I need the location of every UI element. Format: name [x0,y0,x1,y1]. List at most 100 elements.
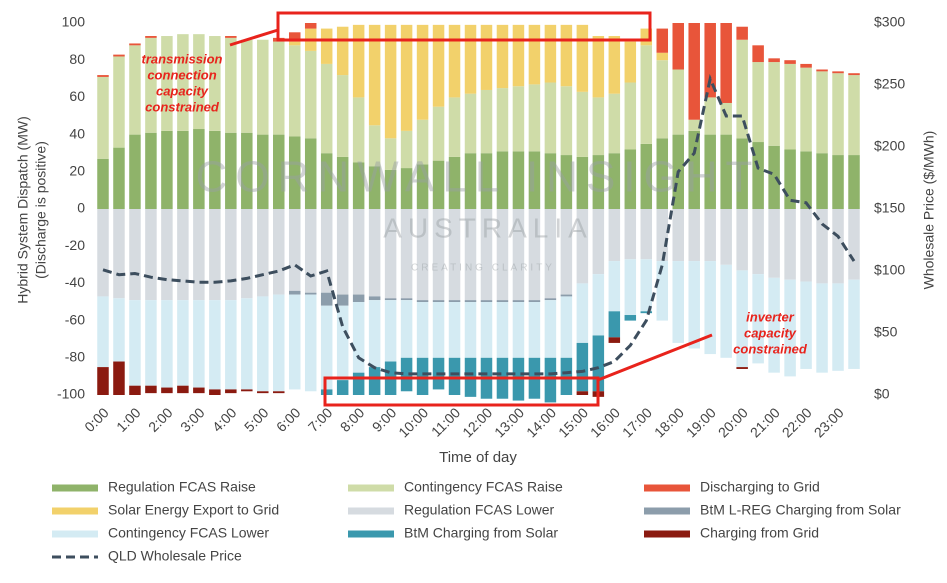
bar-segment [848,75,860,156]
bar-segment [288,32,301,42]
bar-segment [528,24,541,85]
bar-segment [97,75,109,77]
bar-segment [448,97,461,157]
bar-segment [336,26,349,76]
bar-segment [209,130,221,209]
y2-tick-label: $300 [874,14,905,30]
bar-segment [400,209,413,299]
bar-segment [688,130,700,209]
bar-segment [113,54,125,57]
bar-segment [257,134,269,209]
legend-label: Discharging to Grid [700,479,820,495]
y-tick-label: 80 [69,51,85,67]
y-tick-label: -100 [57,386,85,402]
bar-segment [288,45,301,137]
bar-segment [512,24,525,87]
bar-segment [480,24,493,90]
bar-segment [496,302,509,358]
bar-segment [832,71,844,74]
bar-segment [560,209,573,295]
annotation: constrained [145,99,220,114]
bar-segment [145,37,157,133]
bar-segment [145,300,157,386]
bar-segment [320,209,333,293]
bar-segment [113,209,125,299]
bar-segment [736,209,748,271]
annotation: transmission [142,51,223,66]
bar-segment [384,300,397,362]
bar-segment [544,357,557,403]
bar-segment [161,387,173,394]
bar-segment [560,296,573,358]
bar-segment [241,298,253,390]
bar-segment [592,209,605,275]
bar-segment [352,209,365,295]
bar-segment [448,300,461,302]
bar-segment [544,209,557,299]
annotation: capacity [156,83,209,98]
bar-segment [544,82,557,154]
bar-segment [304,294,317,392]
bar-segment [320,28,333,64]
bar-segment [656,52,669,61]
bar-segment [768,58,780,63]
bar-segment [608,261,621,312]
y2-tick-label: $100 [874,262,905,278]
y-tick-label: 0 [77,200,85,216]
legend-label: Solar Energy Export to Grid [108,502,279,518]
bar-segment [768,277,780,373]
bar-segment [288,41,301,46]
bar-segment [720,102,732,135]
bar-segment [241,39,253,133]
bar-segment [177,300,189,386]
annotation: connection [147,67,216,82]
bar-segment [704,23,716,98]
bar-segment [209,36,221,131]
bar-segment [257,296,269,392]
bar-segment [624,149,637,209]
bar-segment [608,337,621,343]
bar-segment [576,156,589,209]
bar-segment [225,300,237,390]
bar-segment [480,153,493,209]
bar-segment [816,283,828,373]
bar-segment [576,24,589,92]
bar-segment [368,367,381,395]
bar-segment [704,209,716,262]
bar-segment [560,24,573,87]
bar-segment [768,62,780,146]
bar-segment [336,156,349,209]
bar-segment [608,209,621,262]
bar-segment [576,209,589,284]
watermark: CREATING CLARITY [411,263,555,274]
bar-segment [225,36,237,38]
bar-segment [672,209,684,262]
y2-tick-label: $0 [874,386,890,402]
bar-segment [544,300,557,358]
bar-segment [448,209,461,301]
bar-segment [784,63,796,150]
bar-segment [464,300,477,302]
bar-segment [624,82,637,150]
bar-segment [848,279,860,369]
bar-segment [384,209,397,299]
bar-segment [273,294,285,392]
bar-segment [496,24,509,89]
bar-segment [145,132,157,209]
bar-segment [528,209,541,301]
bar-segment [416,300,429,302]
bar-segment [384,138,397,170]
bar-segment [816,209,828,284]
bar-segment [688,261,700,349]
y2-tick-label: $250 [874,76,905,92]
bar-segment [416,24,429,120]
bar-segment [320,305,333,390]
bar-segment [320,153,333,209]
bar-segment [97,367,109,395]
bar-segment [672,23,684,70]
bar-segment [608,93,621,154]
bar-segment [352,302,365,373]
bar-segment [209,389,221,395]
bar-segment [512,302,525,358]
legend-label: BtM L-REG Charging from Solar [700,502,901,518]
